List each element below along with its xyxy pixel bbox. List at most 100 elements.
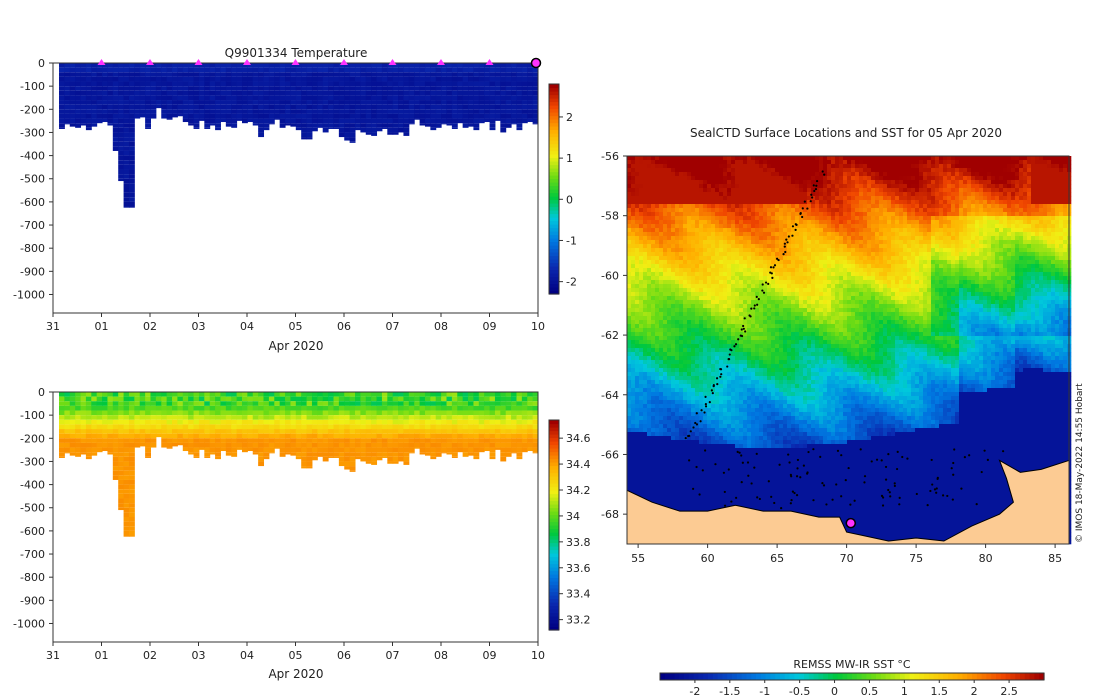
section-cell (145, 456, 151, 458)
section-cell (344, 415, 351, 420)
sst-cell (935, 192, 940, 197)
section-cell (231, 405, 238, 411)
sst-cell (815, 224, 820, 229)
sst-cell (655, 216, 660, 221)
sst-cell (723, 188, 728, 193)
sst-cell (855, 216, 860, 221)
section-cell (398, 100, 404, 105)
section-cell (430, 433, 437, 439)
section-cell (252, 113, 259, 119)
section-cell (161, 415, 168, 420)
section-cell (338, 456, 345, 462)
sst-cell (835, 164, 840, 169)
section-cell (118, 63, 125, 68)
sst-cell (947, 204, 952, 209)
sst-cell (907, 164, 912, 169)
sst-cell (767, 204, 772, 209)
section-cell (301, 123, 308, 128)
x-tick-label: 10 (531, 320, 545, 333)
section-cell (188, 396, 195, 402)
section-cell (107, 86, 114, 91)
section-cell (225, 447, 232, 453)
sst-cell (715, 228, 720, 233)
sst-cell (763, 164, 768, 169)
sst-cell (675, 212, 680, 217)
sst-cell (987, 200, 992, 205)
sst-cell (643, 196, 648, 201)
sst-cell (887, 220, 892, 225)
sst-cell (831, 156, 836, 161)
section-cell (468, 415, 474, 420)
sst-cell (963, 200, 968, 205)
section-cell (166, 424, 173, 430)
section-cell (371, 396, 378, 402)
sst-cell (843, 168, 848, 173)
sst-cell (647, 216, 652, 221)
sst-cell (875, 176, 880, 181)
sst-cell (947, 172, 952, 177)
sst-cell (667, 172, 672, 177)
sst-cell (647, 220, 652, 225)
sst-cell (743, 176, 748, 181)
section-cell (96, 100, 103, 105)
sst-cell (655, 172, 660, 177)
sst-cell (951, 168, 956, 173)
sst-cell (695, 180, 700, 185)
section-cell (333, 123, 340, 128)
sst-cell (643, 156, 648, 161)
colorbar-tick-label: 1 (566, 152, 573, 165)
section-cell (182, 67, 189, 73)
sst-cell (647, 188, 652, 193)
sst-cell (799, 192, 804, 197)
colorbar-segment (549, 441, 559, 446)
section-cell (333, 419, 340, 425)
colorbar-segment (549, 213, 559, 218)
section-cell (290, 72, 297, 77)
section-cell (258, 392, 265, 397)
sst-cell (639, 196, 644, 201)
sst-cell (743, 200, 748, 205)
section-cell (338, 95, 345, 101)
colorbar-segment (549, 287, 559, 292)
sst-cell (799, 228, 804, 233)
section-cell (381, 109, 388, 114)
sst-cell (963, 228, 968, 233)
section-cell (268, 113, 275, 119)
section-cell (462, 415, 469, 420)
sst-cell (927, 156, 932, 161)
section-cell (376, 415, 383, 420)
sst-cell (827, 220, 832, 225)
section-cell (505, 447, 512, 453)
sst-cell (895, 192, 900, 197)
colorbar-segment (549, 266, 559, 271)
section-cell (155, 76, 162, 82)
sst-cell (631, 156, 636, 161)
sst-cell (887, 196, 892, 201)
section-cell (123, 178, 130, 184)
sst-cell (895, 180, 900, 185)
sst-cell (891, 220, 896, 225)
section-cell (182, 424, 189, 430)
section-cell (484, 396, 491, 402)
sst-cell (767, 168, 772, 173)
section-cell (301, 438, 308, 443)
sst-cell (739, 176, 744, 181)
sst-cell (931, 164, 936, 169)
section-cell (441, 410, 448, 416)
section-cell (328, 447, 334, 453)
sst-cell (715, 156, 720, 161)
section-cell (457, 424, 464, 430)
sst-cell (1051, 156, 1056, 161)
section-cell (414, 63, 421, 68)
section-cell (220, 419, 227, 425)
section-cell (473, 109, 480, 114)
sst-cell (835, 204, 840, 209)
sst-cell (631, 164, 636, 169)
sst-cell (919, 208, 924, 213)
sst-cell (903, 164, 908, 169)
section-cell (128, 164, 135, 170)
section-cell (102, 415, 108, 420)
sst-cell (679, 188, 684, 193)
sst-cell (1023, 184, 1028, 189)
sst-cell (679, 160, 684, 165)
